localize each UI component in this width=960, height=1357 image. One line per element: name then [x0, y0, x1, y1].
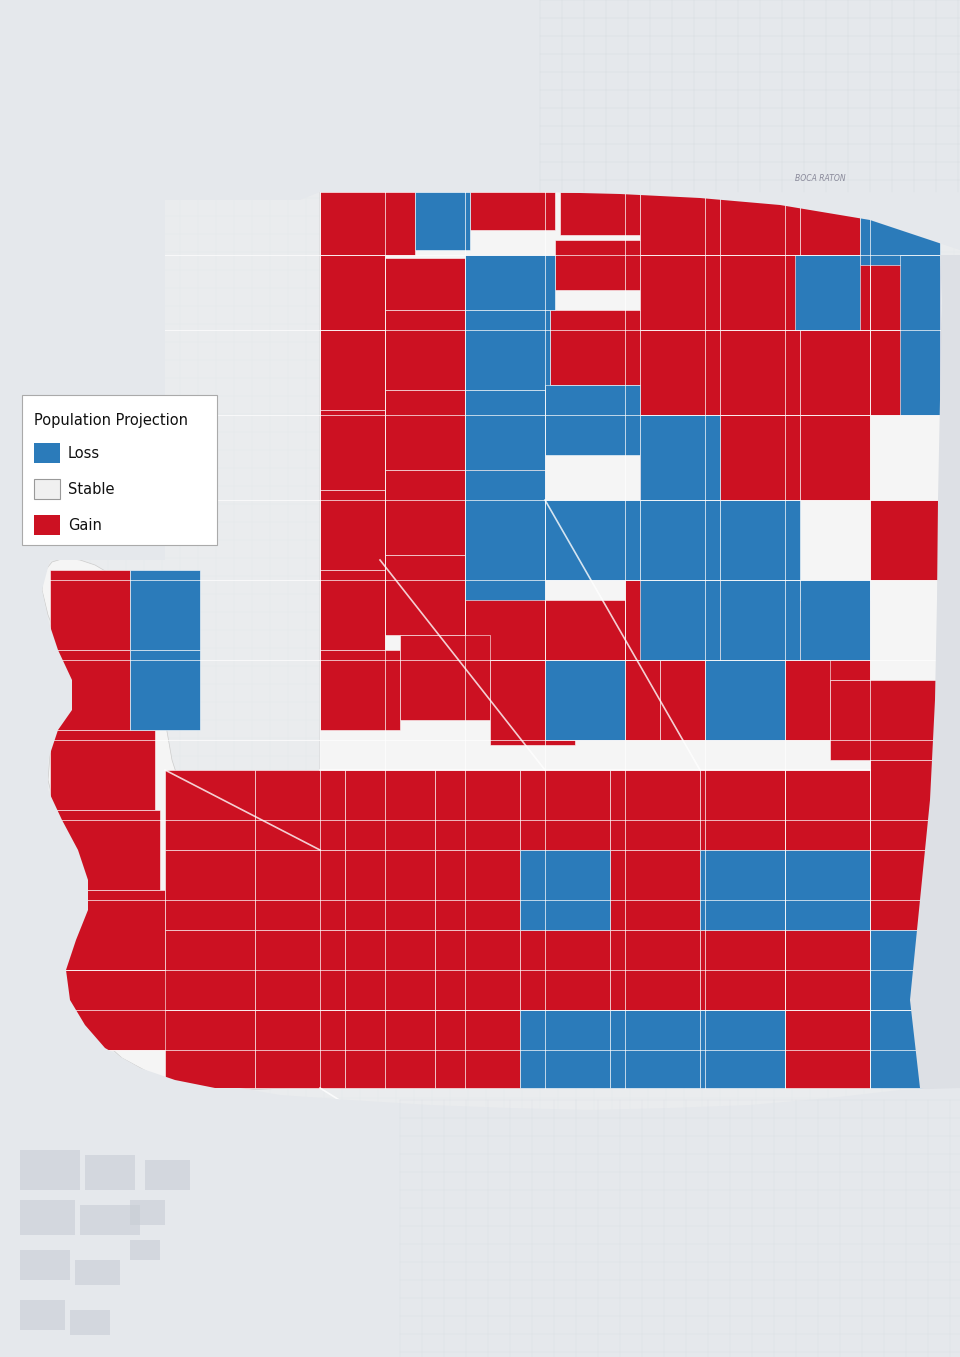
Polygon shape — [870, 499, 940, 579]
Polygon shape — [555, 240, 640, 290]
Polygon shape — [75, 1261, 120, 1285]
Text: Population Projection: Population Projection — [34, 413, 188, 427]
Polygon shape — [345, 849, 435, 930]
Polygon shape — [545, 385, 640, 455]
Polygon shape — [50, 570, 130, 650]
Polygon shape — [520, 1010, 610, 1088]
Polygon shape — [745, 660, 830, 740]
Polygon shape — [545, 499, 640, 579]
Polygon shape — [415, 191, 470, 250]
Polygon shape — [870, 1010, 940, 1088]
Polygon shape — [700, 849, 785, 930]
Polygon shape — [610, 930, 700, 1010]
Polygon shape — [700, 849, 785, 930]
Polygon shape — [165, 930, 255, 1010]
Polygon shape — [255, 930, 345, 1010]
Polygon shape — [610, 769, 700, 849]
Polygon shape — [435, 930, 520, 1010]
Polygon shape — [50, 730, 155, 810]
Bar — [34, 479, 60, 499]
Polygon shape — [20, 1300, 65, 1330]
Polygon shape — [795, 255, 860, 330]
Polygon shape — [435, 1010, 520, 1088]
Polygon shape — [720, 499, 800, 579]
Polygon shape — [0, 1050, 130, 1357]
Polygon shape — [785, 1010, 870, 1088]
Polygon shape — [640, 415, 720, 499]
Polygon shape — [465, 579, 545, 660]
Polygon shape — [385, 470, 465, 555]
Polygon shape — [870, 330, 940, 415]
Polygon shape — [640, 499, 720, 579]
Polygon shape — [0, 0, 960, 199]
Polygon shape — [705, 660, 785, 740]
Polygon shape — [545, 600, 625, 680]
Polygon shape — [470, 191, 555, 229]
Polygon shape — [785, 930, 870, 1010]
Polygon shape — [50, 890, 165, 970]
Polygon shape — [0, 1088, 960, 1357]
Polygon shape — [785, 849, 870, 930]
Polygon shape — [640, 191, 720, 255]
Bar — [34, 516, 60, 535]
Polygon shape — [720, 191, 800, 255]
Polygon shape — [70, 1310, 110, 1335]
Polygon shape — [625, 579, 705, 660]
Text: BOCA RATON: BOCA RATON — [795, 174, 846, 182]
Polygon shape — [870, 261, 940, 330]
Polygon shape — [610, 1010, 700, 1088]
Polygon shape — [465, 255, 555, 309]
Polygon shape — [830, 680, 940, 760]
Polygon shape — [800, 255, 870, 330]
Polygon shape — [800, 415, 870, 499]
Polygon shape — [720, 415, 800, 499]
Polygon shape — [870, 849, 940, 930]
Polygon shape — [320, 191, 415, 255]
Polygon shape — [385, 389, 465, 470]
Polygon shape — [520, 769, 610, 849]
Polygon shape — [130, 1200, 165, 1225]
Polygon shape — [255, 849, 345, 930]
Polygon shape — [320, 650, 400, 730]
Polygon shape — [700, 769, 785, 849]
Polygon shape — [320, 330, 385, 410]
Polygon shape — [800, 579, 870, 660]
Polygon shape — [165, 1010, 255, 1088]
Polygon shape — [800, 195, 860, 255]
Polygon shape — [640, 255, 720, 330]
Polygon shape — [385, 555, 465, 635]
Polygon shape — [640, 330, 720, 415]
Polygon shape — [465, 309, 550, 389]
Polygon shape — [435, 849, 520, 930]
Polygon shape — [50, 970, 170, 1050]
Polygon shape — [720, 579, 800, 660]
Polygon shape — [785, 600, 870, 680]
Polygon shape — [255, 769, 345, 849]
Bar — [34, 442, 60, 463]
Polygon shape — [545, 660, 625, 740]
Polygon shape — [860, 205, 940, 265]
Polygon shape — [490, 660, 575, 745]
Polygon shape — [345, 769, 435, 849]
Polygon shape — [320, 570, 385, 650]
Polygon shape — [50, 810, 160, 890]
Polygon shape — [785, 769, 870, 849]
Polygon shape — [130, 650, 200, 730]
Polygon shape — [550, 309, 640, 385]
Polygon shape — [870, 930, 940, 1010]
Polygon shape — [660, 660, 745, 740]
Polygon shape — [20, 1200, 75, 1235]
Polygon shape — [610, 849, 700, 930]
Polygon shape — [50, 650, 130, 730]
Polygon shape — [130, 570, 200, 650]
Polygon shape — [520, 930, 610, 1010]
Polygon shape — [42, 185, 943, 1090]
Polygon shape — [80, 1205, 140, 1235]
Polygon shape — [520, 849, 610, 930]
Polygon shape — [20, 1149, 80, 1190]
Polygon shape — [465, 415, 545, 499]
Text: Loss: Loss — [68, 445, 100, 460]
Polygon shape — [255, 1010, 345, 1088]
Polygon shape — [870, 760, 940, 849]
